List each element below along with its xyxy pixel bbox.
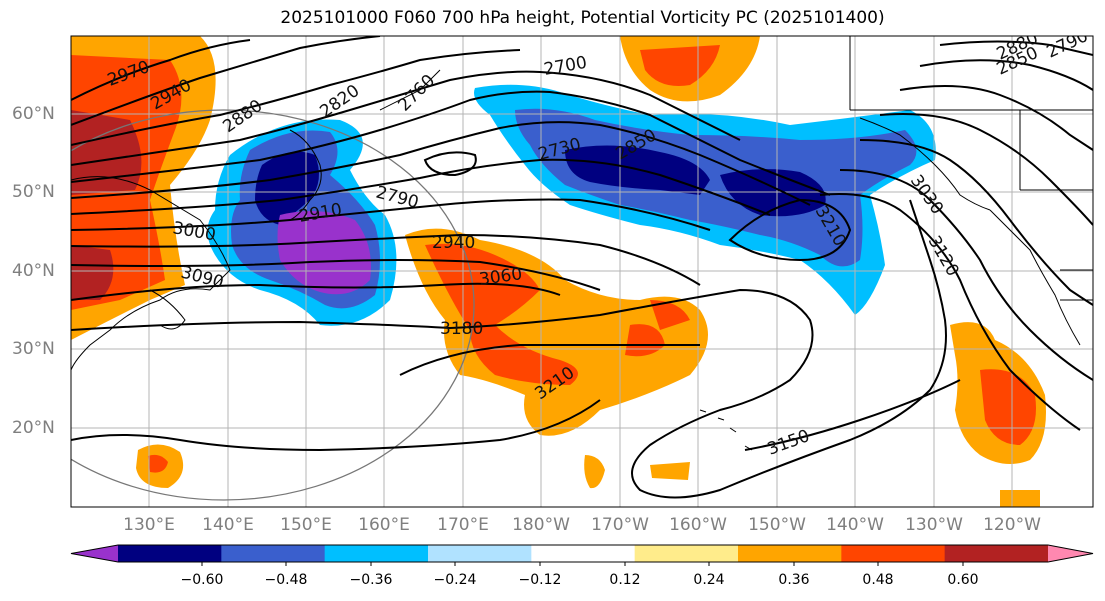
colorbar-tick-label: −0.24 — [433, 572, 477, 588]
lon-label: 120°W — [983, 515, 1041, 535]
coastlines — [71, 36, 1093, 451]
colorbar-segment — [944, 545, 1049, 562]
lon-label: 160°W — [669, 515, 727, 535]
pv-negative-east-dark — [565, 145, 826, 217]
lat-label-20n: 20°N — [12, 418, 55, 438]
colorbar-tick-label: −0.60 — [180, 572, 224, 588]
pv-positive-spot-2 — [650, 462, 1040, 507]
pv-negative-west-purple — [277, 211, 371, 295]
lat-label-60n: 60°N — [12, 104, 55, 124]
lon-label: 170°E — [437, 515, 489, 535]
lon-label: 140°E — [202, 515, 254, 535]
contour-label: 3180 — [440, 319, 483, 339]
colorbar-tick-label: 0.36 — [778, 572, 810, 588]
lon-label: 180°W — [512, 515, 570, 535]
plot-title: 2025101000 F060 700 hPa height, Potentia… — [280, 8, 885, 28]
colorbar-tick-label: −0.36 — [349, 572, 393, 588]
lon-label: 150°W — [748, 515, 806, 535]
lon-label: 140°W — [826, 515, 884, 535]
lon-label: 130°E — [123, 515, 175, 535]
lon-label: 150°E — [280, 515, 332, 535]
colorbar-segment — [221, 545, 326, 562]
colorbar-segment — [118, 545, 222, 562]
height-contours — [71, 36, 1093, 499]
colorbar-segment — [738, 545, 842, 562]
colorbar-extend-high — [1048, 545, 1093, 562]
colorbar-tick-label: 0.48 — [862, 572, 894, 588]
map-field: 2970 2940 2880 2820 2760 2700 2730 2850 … — [71, 36, 1093, 507]
colorbar-ticks — [201, 562, 964, 566]
pv-positive-small-blob-red — [148, 454, 168, 473]
colorbar — [70, 544, 1094, 563]
domain-circle — [71, 109, 475, 501]
lon-label: 160°E — [358, 515, 410, 535]
colorbar-segment — [324, 545, 429, 562]
colorbar-segment — [841, 545, 946, 562]
colorbar-outline — [70, 544, 1094, 563]
colorbar-segment — [531, 545, 636, 562]
colorbar-tick-label: 0.60 — [947, 572, 979, 588]
lat-label-50n: 50°N — [12, 182, 55, 202]
colorbar-segment — [634, 545, 739, 562]
map-frame — [70, 35, 1094, 508]
lat-label-30n: 30°N — [12, 339, 55, 359]
colorbar-segment — [428, 545, 532, 562]
pv-positive-spot-1 — [584, 455, 605, 489]
colorbar-tick-label: 0.12 — [609, 572, 641, 588]
colorbar-tick-label: 0.24 — [693, 572, 725, 588]
lon-label: 130°W — [905, 515, 963, 535]
pv-positive-north-red — [640, 45, 720, 86]
pv-positive-central-red — [425, 243, 690, 385]
colorbar-tick-label: −0.12 — [518, 572, 562, 588]
colorbar-extend-low — [71, 545, 118, 562]
lon-label: 170°W — [591, 515, 649, 535]
pv-negative-west-dark — [255, 151, 319, 225]
pv-positive-east-red — [980, 369, 1036, 445]
lat-label-40n: 40°N — [12, 261, 55, 281]
colorbar-tick-label: −0.48 — [264, 572, 308, 588]
contour-label: 2940 — [432, 233, 475, 253]
